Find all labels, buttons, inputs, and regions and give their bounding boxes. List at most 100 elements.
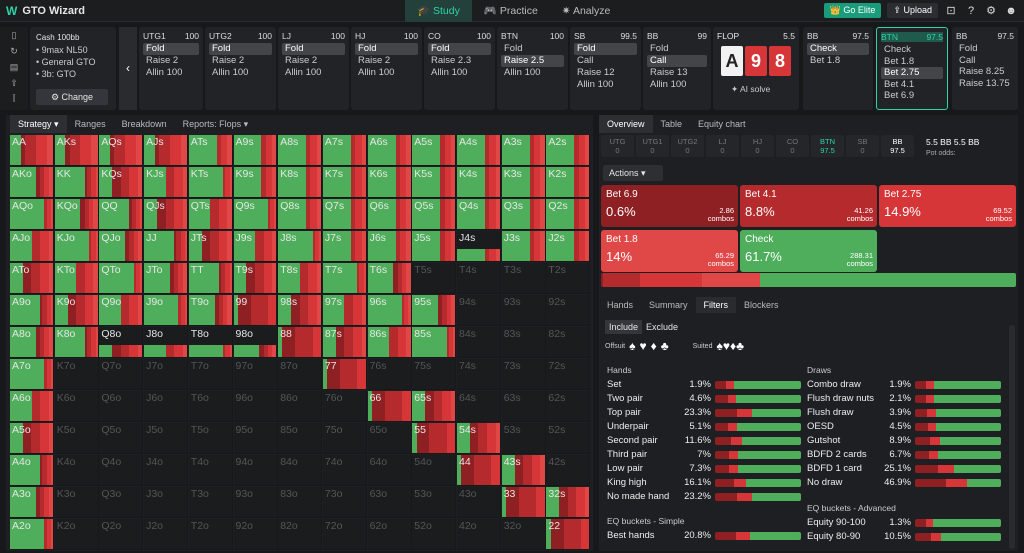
position-card-2[interactable]: LJ 100 Fold Raise 2 Allin 100 — [278, 27, 349, 110]
hand-cell[interactable]: J2o — [144, 519, 189, 550]
hand-cell[interactable]: 87o — [278, 359, 323, 390]
hand-cell[interactable]: KTs — [188, 167, 233, 198]
hand-cell[interactable]: K3s — [501, 167, 546, 198]
action-item[interactable]: Fold — [959, 43, 978, 54]
hand-cell[interactable]: 84s — [457, 327, 501, 358]
hand-cell[interactable]: J6o — [144, 391, 189, 422]
action-item[interactable]: Raise 12 — [577, 67, 615, 78]
action-item[interactable]: Fold — [143, 43, 199, 55]
hand-cell[interactable]: 66 — [367, 391, 412, 422]
hand-cell[interactable]: T3s — [501, 263, 546, 294]
position-card-0[interactable]: UTG1 100 Fold Raise 2 Allin 100 — [139, 27, 203, 110]
hand-cell[interactable]: K7o — [54, 359, 99, 390]
hand-cell[interactable]: 73o — [322, 487, 367, 518]
action-box-3[interactable]: Bet 1.8 14% 65.29 combos — [601, 230, 738, 272]
hand-cell[interactable]: Q3o — [99, 487, 144, 518]
hand-cell[interactable]: K4o — [54, 455, 99, 486]
pos-chip-hj[interactable]: HJ 0 — [741, 135, 774, 157]
hand-cell[interactable]: 74o — [322, 455, 367, 486]
hand-cell[interactable]: 86o — [278, 391, 323, 422]
hand-cell[interactable]: 94s — [457, 295, 501, 326]
hand-cell[interactable]: 85s — [412, 327, 457, 358]
hand-cell[interactable]: K5o — [54, 423, 99, 454]
include-toggle[interactable]: Include — [605, 320, 643, 334]
hand-cell[interactable]: J3o — [144, 487, 189, 518]
action-item[interactable]: Allin 100 — [212, 67, 249, 78]
action-item[interactable]: Bet 4.1 — [884, 78, 915, 90]
hand-cell[interactable]: 33 — [501, 487, 546, 518]
hand-cell[interactable]: K7s — [322, 167, 367, 198]
hand-cell[interactable]: 93o — [233, 487, 278, 518]
hand-cell[interactable]: AA — [10, 135, 54, 166]
hand-cell[interactable]: A9s — [233, 135, 278, 166]
hand-cell[interactable]: J9o — [144, 295, 189, 326]
filter-row[interactable]: Combo draw 1.9% — [807, 378, 1001, 391]
tab-hands[interactable]: Hands — [607, 300, 634, 310]
position-card-7[interactable]: BB 99 Fold Call Raise 13 Allin 100 — [643, 27, 711, 110]
hand-cell[interactable]: TT — [188, 263, 233, 294]
hand-cell[interactable]: A2o — [10, 519, 54, 550]
share-icon[interactable]: ⇪ — [10, 78, 18, 88]
hand-cell[interactable]: K8o — [54, 327, 99, 358]
text-icon[interactable]: Ī — [12, 94, 16, 104]
hand-cell[interactable]: KTo — [54, 263, 99, 294]
action-item[interactable]: Allin 100 — [285, 67, 322, 78]
upload-button[interactable]: ⇪ Upload — [887, 3, 938, 18]
action-item[interactable]: Allin 100 — [358, 67, 395, 78]
action-item[interactable]: Call — [577, 55, 594, 66]
hand-cell[interactable]: Q3s — [501, 199, 546, 230]
action-item[interactable]: Allin 100 — [504, 67, 541, 78]
pos-chip-lj[interactable]: LJ 0 — [706, 135, 739, 157]
spade-icon[interactable]: ♠ — [629, 339, 636, 353]
position-card-1[interactable]: UTG2 100 Fold Raise 2 Allin 100 — [205, 27, 276, 110]
bookmark-icon[interactable]: ▯ — [11, 30, 17, 40]
hand-cell[interactable]: 54s — [457, 423, 501, 454]
action-item[interactable]: Fold — [209, 43, 272, 55]
help-icon[interactable]: ? — [967, 4, 975, 17]
hand-cell[interactable]: 88 — [278, 327, 323, 358]
hand-cell[interactable]: Q5s — [412, 199, 457, 230]
action-item[interactable]: Call — [959, 54, 976, 66]
filter-row[interactable]: Top pair 23.3% — [607, 406, 801, 419]
filter-row[interactable]: Flush draw 3.9% — [807, 406, 1001, 419]
hand-cell[interactable]: 93s — [501, 295, 546, 326]
hand-cell[interactable]: 76s — [367, 359, 412, 390]
hand-cell[interactable]: A8s — [278, 135, 323, 166]
hand-cell[interactable]: 97o — [233, 359, 278, 390]
gear-icon[interactable]: ⚙ — [986, 4, 996, 17]
tab-filters[interactable]: Filters — [695, 297, 737, 313]
hand-cell[interactable]: 75o — [322, 423, 367, 454]
hand-cell[interactable]: T8s — [278, 263, 323, 294]
filter-row[interactable]: Two pair 4.6% — [607, 392, 801, 405]
hand-cell[interactable]: Q8o — [99, 327, 144, 358]
hand-cell[interactable]: 82s — [546, 327, 591, 358]
hand-cell[interactable]: Q4o — [99, 455, 144, 486]
action-box-2[interactable]: Bet 2.75 14.9% 69.52 combos — [879, 185, 1016, 227]
hand-cell[interactable]: Q9s — [233, 199, 278, 230]
hand-cell[interactable]: 98o — [233, 327, 278, 358]
exclude-toggle[interactable]: Exclude — [646, 322, 679, 332]
change-button[interactable]: ⚙ Change — [36, 89, 108, 105]
hand-cell[interactable]: 65o — [367, 423, 412, 454]
action-item[interactable]: Bet 2.75 — [881, 67, 943, 79]
user-icon[interactable]: ☻ — [1005, 4, 1017, 17]
filter-row[interactable]: BDFD 2 cards 6.7% — [807, 448, 1001, 461]
hand-cell[interactable]: J5o — [144, 423, 189, 454]
hand-cell[interactable]: 43s — [501, 455, 546, 486]
hand-cell[interactable]: 99 — [233, 295, 278, 326]
hand-cell[interactable]: K2o — [54, 519, 99, 550]
hand-cell[interactable]: T7o — [188, 359, 233, 390]
postflop-card-1[interactable]: BTN 97.5 Check Bet 1.8 Bet 2.75 Bet 4.1 Bet 6.… — [876, 27, 948, 110]
hand-cell[interactable]: QQ — [99, 199, 144, 230]
filter-row[interactable]: Set 1.9% — [607, 378, 801, 391]
hand-cell[interactable]: 64s — [457, 391, 501, 422]
filter-row[interactable]: BDFD 1 card 25.1% — [807, 462, 1001, 475]
hand-cell[interactable]: A2s — [546, 135, 591, 166]
action-item[interactable]: Bet 6.9 — [884, 90, 915, 101]
hand-cell[interactable]: 73s — [501, 359, 546, 390]
hand-cell[interactable]: A3s — [501, 135, 546, 166]
action-item[interactable]: Call — [647, 55, 707, 67]
hand-cell[interactable]: 52s — [546, 423, 591, 454]
hand-cell[interactable]: A4s — [457, 135, 501, 166]
hand-cell[interactable]: K6s — [367, 167, 412, 198]
